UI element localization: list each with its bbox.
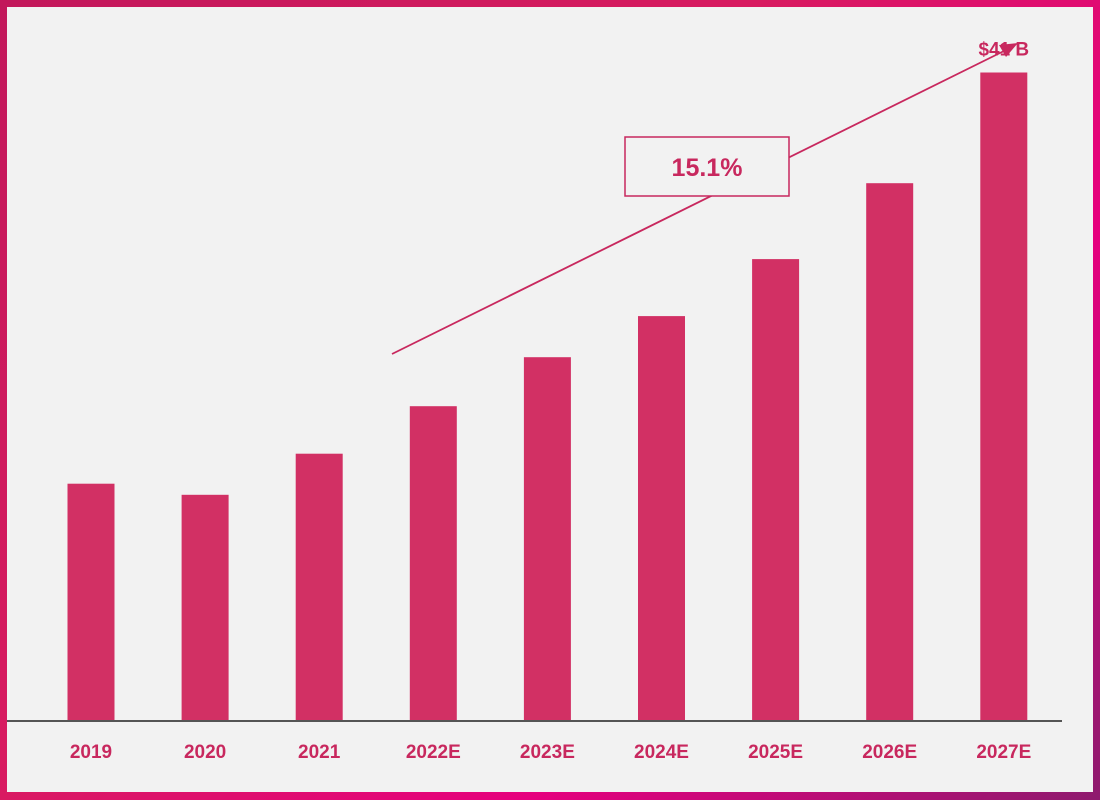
- cagr-box: [624, 136, 790, 197]
- bar-2026e: [866, 183, 914, 721]
- x-tick-label-2023e: 2023E: [520, 742, 575, 763]
- bar-2023e: [523, 357, 571, 721]
- x-tick-labels: 2019 2020 2021 2022E 2023E 2024E 2025E 2026E 202…: [70, 742, 1031, 763]
- bar-2024e: [638, 316, 685, 721]
- x-tick-label-2019: 2019: [70, 742, 112, 763]
- bar-2022e: [409, 406, 457, 721]
- x-tick-label-2021: 2021: [298, 742, 341, 763]
- cagr-annotation: 15.1%: [391, 43, 1018, 355]
- x-tick-label-2020: 2020: [184, 742, 226, 763]
- bar-2027e: [980, 72, 1028, 721]
- bar-2025e: [752, 259, 800, 721]
- x-tick-label-2025e: 2025E: [748, 742, 803, 763]
- trend-arrow-line: [391, 48, 1009, 355]
- bar-2020: [181, 494, 229, 721]
- bars-layer: [67, 72, 1028, 721]
- x-tick-label-2022e: 2022E: [406, 742, 461, 763]
- bar-2021: [295, 453, 343, 721]
- bar-2019: [67, 483, 115, 721]
- x-tick-label-2024e: 2024E: [634, 742, 689, 763]
- trend-arrow-head-icon: [999, 43, 1018, 57]
- x-tick-label-2027e: 2027E: [976, 742, 1031, 763]
- cagr-value: 15.1%: [672, 154, 743, 182]
- x-tick-label-2026e: 2026E: [862, 742, 917, 763]
